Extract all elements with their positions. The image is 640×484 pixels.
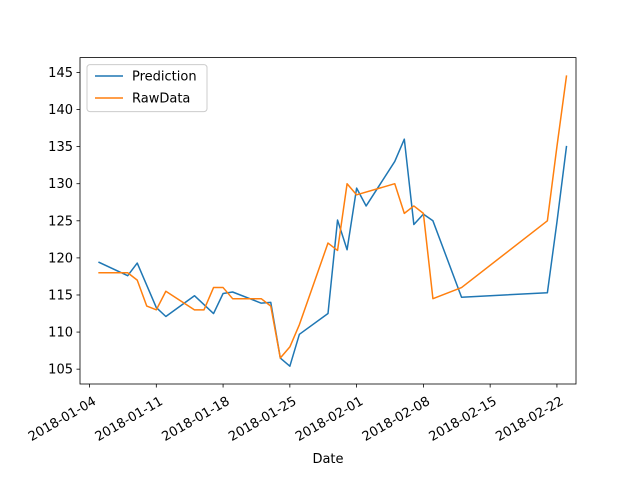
legend: Prediction RawData — [86, 64, 208, 113]
x-tick-label: 2018-02-22 — [493, 394, 566, 445]
x-tick-label: 2018-01-18 — [160, 394, 233, 445]
x-tick-label: 2018-01-11 — [93, 394, 166, 445]
x-axis-label: Date — [312, 452, 343, 467]
series-line-prediction — [98, 138, 568, 367]
legend-label-rawdata: RawData — [132, 92, 190, 107]
legend-label-prediction: Prediction — [132, 70, 197, 85]
x-tick-label: 2018-02-15 — [427, 394, 500, 445]
y-tick-label: 120 — [48, 251, 73, 266]
x-tick-label: 2018-02-08 — [360, 394, 433, 445]
y-tick-label: 125 — [48, 214, 73, 229]
x-tick-label: 2018-01-25 — [226, 394, 299, 445]
y-tick-label: 105 — [48, 363, 73, 378]
y-tick-label: 140 — [48, 103, 73, 118]
y-tick-label: 115 — [48, 288, 73, 303]
y-axis: 105 110 115 120 125 130 135 140 145 — [48, 66, 80, 378]
x-tick-label: 2018-01-04 — [26, 394, 99, 445]
y-tick-label: 130 — [48, 177, 73, 192]
series-line-rawdata — [98, 75, 568, 359]
series-layer — [98, 75, 568, 367]
y-tick-label: 145 — [48, 66, 73, 81]
y-tick-label: 135 — [48, 140, 73, 155]
x-axis: 2018-01-042018-01-112018-01-182018-01-25… — [26, 384, 566, 445]
y-tick-label: 110 — [48, 326, 73, 341]
x-tick-label: 2018-02-01 — [293, 394, 366, 445]
